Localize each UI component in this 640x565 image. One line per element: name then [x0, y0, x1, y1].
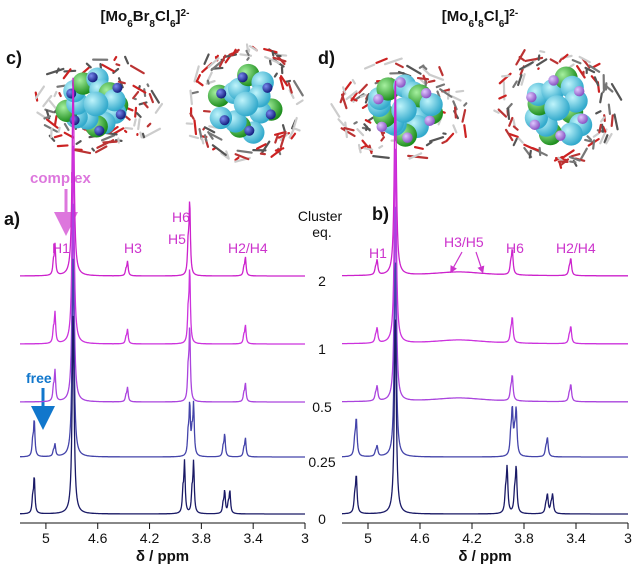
complex-label: complex	[30, 170, 92, 187]
x-axis-a: 5 4.6 4.2 3.8 3.4 3 δ / ppm	[20, 522, 309, 565]
peak-label-a-h3: H3	[124, 240, 142, 256]
x-tick-label: 3.8	[514, 530, 534, 546]
h3h5-arrow-left-icon	[450, 251, 463, 274]
molecule-image-c-top	[185, 43, 304, 163]
peak-label-a-h5: H5	[168, 231, 186, 247]
x-tick-label: 4.6	[410, 530, 430, 546]
formula-right: [Mo6I8Cl6]2-	[442, 8, 518, 30]
peak-label-b-h6: H6	[506, 240, 524, 256]
spectrum-trace-1	[342, 148, 628, 345]
free-label: free	[26, 370, 52, 386]
x-tick-label: 5	[364, 530, 372, 546]
x-tick-label: 4.2	[462, 530, 482, 546]
panel-label-c: c)	[6, 48, 22, 68]
x-axis-b: 5 4.6 4.2 3.8 3.4 3 δ / ppm	[342, 522, 632, 565]
x-tick-label: 3.4	[243, 530, 263, 546]
x-tick-label: 4.2	[140, 530, 160, 546]
x-tick-label: 3	[624, 530, 632, 546]
peak-label-a-h2h4: H2/H4	[228, 240, 268, 256]
spectrum-trace-0.25	[20, 258, 305, 458]
cluster-eq-0: 0	[318, 511, 326, 527]
peak-label-b-h3h5: H3/H5	[444, 234, 484, 250]
spectra-panel-a	[20, 77, 305, 515]
cluster-eq-labels: 2 1 0.5 0.25 0	[308, 273, 335, 527]
peak-label-a-h6: H6	[172, 209, 190, 225]
cluster-eq-header: Cluster eq.	[298, 208, 346, 240]
molecule-image-d-top	[493, 49, 623, 169]
cluster-eq-1: 1	[318, 341, 326, 357]
molecule-image-c-side	[34, 55, 164, 155]
peak-label-b-h2h4: H2/H4	[556, 240, 596, 256]
spectrum-trace-0.5	[342, 206, 628, 403]
x-tick-label: 3.8	[192, 530, 212, 546]
spectrum-trace-2	[20, 77, 305, 277]
x-tick-label: 3.4	[566, 530, 586, 546]
panel-label-b: b)	[372, 204, 389, 224]
molecule-image-d-side	[330, 57, 468, 160]
x-axis-label: δ / ppm	[458, 548, 511, 565]
x-tick-label: 3	[301, 530, 309, 546]
panel-label-d: d)	[318, 48, 335, 68]
x-axis-label: δ / ppm	[136, 548, 189, 565]
peak-label-b-h1: H1	[369, 245, 387, 261]
peak-label-a-h1: H1	[52, 240, 70, 256]
spectrum-trace-2	[342, 80, 628, 277]
spectrum-trace-1	[20, 145, 305, 345]
formula-left: [Mo6Br8Cl6]2-	[101, 8, 190, 30]
spectrum-trace-0	[20, 315, 305, 515]
x-tick-label: 5	[42, 530, 50, 546]
cluster-eq-2: 2	[318, 273, 326, 289]
cluster-eq-0.25: 0.25	[308, 454, 335, 470]
spectrum-trace-0.25	[342, 262, 628, 458]
spectrum-trace-0	[342, 319, 628, 515]
cluster-eq-0.5: 0.5	[312, 399, 332, 415]
panel-label-a: a)	[4, 209, 20, 229]
h3h5-arrow-right-icon	[475, 251, 485, 274]
spectra-panel-b	[342, 80, 628, 515]
spectrum-trace-0.5	[20, 203, 305, 403]
x-tick-label: 4.6	[88, 530, 108, 546]
